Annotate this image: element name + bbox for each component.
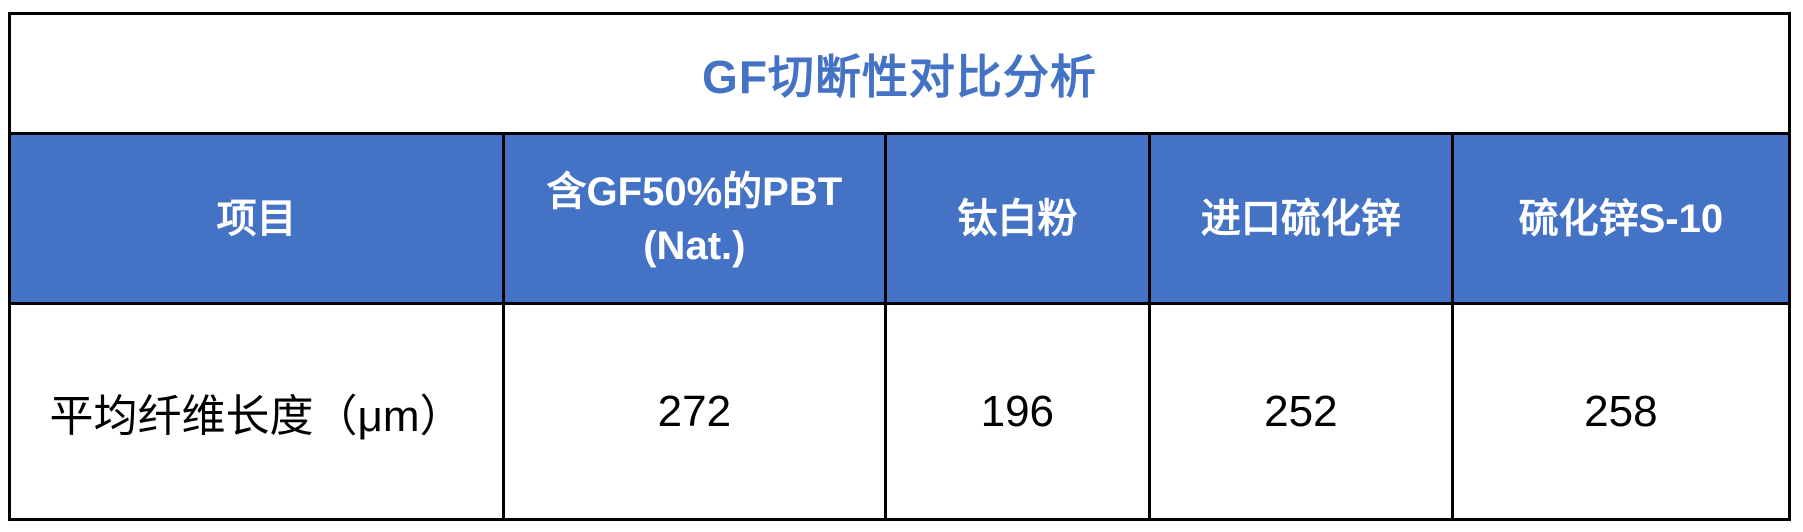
row-label-average-fiber-length: 平均纤维长度（μm） <box>7 302 506 521</box>
table-row: 平均纤维长度（μm） 272 196 252 258 <box>7 302 1792 521</box>
column-header-item: 项目 <box>7 132 506 305</box>
column-header-pbt-gf50-nat: 含GF50%的PBT (Nat.) <box>502 132 887 305</box>
cell-value-imported-zinc-sulfide: 252 <box>1148 302 1454 521</box>
table-title: GF切断性对比分析 <box>8 12 1791 135</box>
cell-value-zinc-sulfide-s10: 258 <box>1450 302 1792 521</box>
cell-value-pbt-gf50-nat: 272 <box>502 302 887 521</box>
header-row: 项目 含GF50%的PBT (Nat.) 钛白粉 进口硫化锌 硫化锌S-10 <box>7 132 1792 305</box>
column-header-titanium-dioxide: 钛白粉 <box>883 132 1152 305</box>
title-row: GF切断性对比分析 <box>8 12 1791 135</box>
column-header-zinc-sulfide-s10: 硫化锌S-10 <box>1450 132 1792 305</box>
column-header-imported-zinc-sulfide: 进口硫化锌 <box>1148 132 1454 305</box>
comparison-table: GF切断性对比分析 项目 含GF50%的PBT (Nat.) 钛白粉 进口硫化锌… <box>7 12 1792 521</box>
cell-value-titanium-dioxide: 196 <box>883 302 1152 521</box>
